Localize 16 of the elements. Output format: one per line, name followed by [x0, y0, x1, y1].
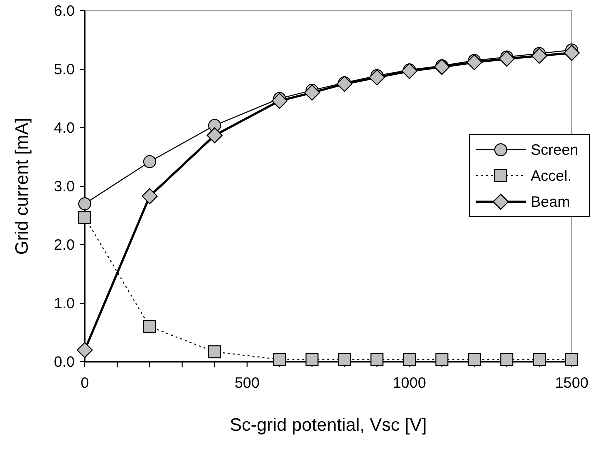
y-tick-label: 5.0 [54, 62, 75, 78]
y-tick-label: 1.0 [54, 296, 75, 312]
y-tick-label: 2.0 [54, 237, 75, 254]
y-tick-label: 4.0 [54, 120, 75, 137]
x-axis-title: Sc-grid potential, Vsc [V] [230, 415, 428, 435]
y-axis-title: Grid current [mA] [12, 118, 32, 256]
x-tick-label: 1500 [555, 375, 589, 392]
legend-label: Screen [531, 142, 579, 159]
x-tick-label: 0 [80, 375, 90, 392]
x-tick-label: 1000 [392, 375, 426, 392]
legend-label: Accel. [531, 168, 572, 185]
y-tick-label: 0.0 [54, 354, 75, 371]
y-tick-label: 3.0 [54, 178, 75, 196]
legend-label: Beam [531, 194, 570, 211]
y-tick-label: 6.0 [54, 3, 75, 20]
x-tick-label: 500 [234, 375, 260, 392]
